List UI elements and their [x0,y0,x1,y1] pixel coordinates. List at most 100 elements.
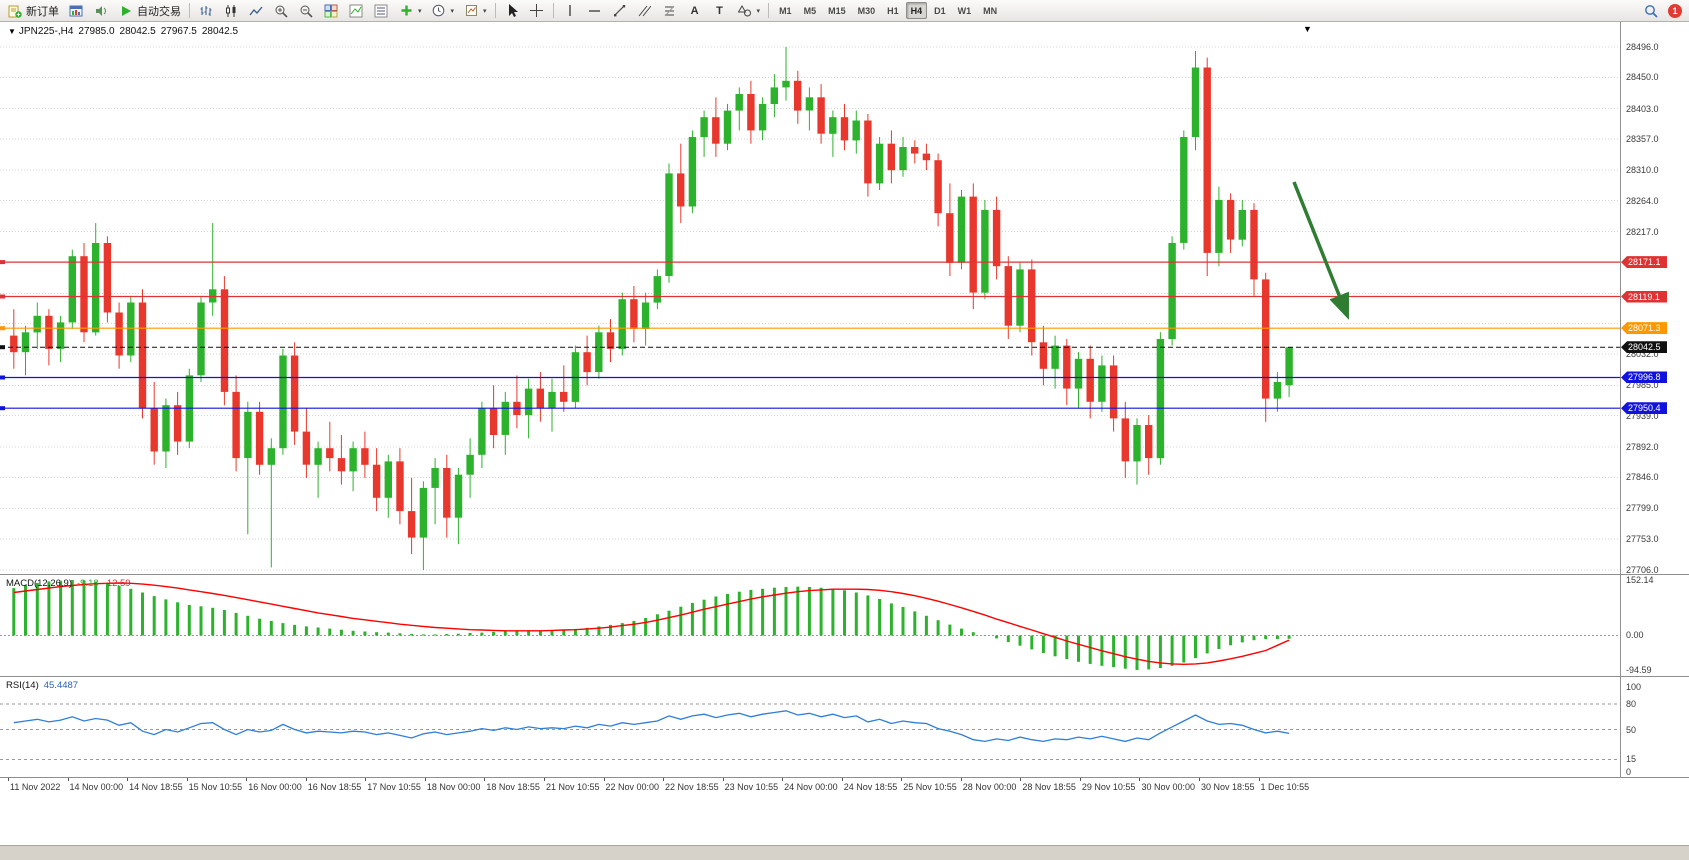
search-button[interactable] [1639,1,1663,21]
crosshair-button[interactable] [525,1,549,21]
rsi-label: RSI(14) 45.4487 [6,680,83,691]
toolbar-separator [494,3,496,18]
candle-body [794,80,802,111]
trendline-button[interactable] [608,1,632,21]
time-axis-line [0,777,1689,778]
charts-icon [68,3,84,18]
macd-panel[interactable] [0,575,1620,676]
candle-body [1145,425,1153,459]
candle-body [630,299,638,329]
rsi-axis-label: 80 [1626,699,1637,709]
candle-body [1273,382,1282,399]
timeframe-h4[interactable]: H4 [905,2,928,19]
candle-body [887,143,895,171]
candle-body [419,487,428,538]
price-level-badge: 27996.8 [1621,371,1667,384]
timeframe-mn[interactable]: MN [978,2,1002,19]
chart-menu-arrow[interactable]: ▼ [1303,24,1312,34]
sound-alert-button[interactable] [89,1,113,21]
candle-body [1133,425,1141,462]
panel-separator[interactable] [0,676,1689,677]
timeframe-m1[interactable]: M1 [774,2,797,19]
cursor-button[interactable] [500,1,524,21]
price-tick-label: 28264.0 [1626,195,1659,206]
rsi-panel[interactable] [0,677,1620,777]
time-tick [246,778,248,781]
price-tick-label: 28217.0 [1626,226,1659,237]
candle-body [1039,342,1048,369]
candle-body [712,117,720,144]
candle-body [560,391,568,402]
notification-badge[interactable]: 1 [1668,3,1682,18]
time-tick [663,778,665,781]
candle-body [911,147,919,154]
horizontal-line-button[interactable] [583,1,607,21]
data-window-button[interactable] [369,1,393,21]
candle-body [267,448,275,465]
text-label-button[interactable]: T [708,1,732,21]
candle-body [302,431,311,465]
candle-body [1168,243,1176,339]
shapes-icon [737,3,753,18]
price-tick-label: 28032.0 [1626,349,1659,360]
time-tick [1020,778,1022,781]
price-tick-label: 27706.0 [1626,565,1659,575]
candle-body [443,468,451,518]
candle-body [700,117,708,138]
horizontal-scrollbar[interactable] [0,845,1689,860]
time-tick [484,778,486,781]
text-button[interactable]: A [683,1,707,21]
vertical-line-button[interactable] [558,1,582,21]
candlestick-icon [223,3,239,18]
macd-signal-value: -12.59 [103,578,131,589]
chart-expand-icon[interactable]: ▼ [8,27,16,36]
indicator-list-button[interactable] [344,1,368,21]
zoom-in-button[interactable] [269,1,293,21]
line-chart-button[interactable] [244,1,268,21]
autotrading-button[interactable]: 自动交易 [114,1,185,21]
time-label: 21 Nov 10:55 [545,782,600,792]
zoom-out-button[interactable] [294,1,318,21]
candle-body [618,299,626,349]
timeframe-m5[interactable]: M5 [799,2,822,19]
line-anchor-icon [0,345,5,350]
timeframe-m15[interactable]: M15 [823,2,851,19]
ohlc-close: 28042.5 [201,26,239,37]
candle-body [1203,67,1211,253]
line-anchor-icon [0,326,5,331]
bar-chart-button[interactable] [194,1,218,21]
shapes-button[interactable]: ▾ [733,1,765,21]
timeframe-h1[interactable]: H1 [882,2,904,19]
candle-body [899,147,907,171]
fibonacci-button[interactable] [658,1,682,21]
timeframe-w1[interactable]: W1 [953,2,977,19]
tile-windows-button[interactable] [319,1,343,21]
candle-body [641,302,650,329]
speaker-icon [93,3,109,18]
equidistant-channel-button[interactable] [633,1,657,21]
add-indicator-button[interactable]: ▾ [394,1,426,21]
candle-body [173,405,182,442]
templates-button[interactable]: ▾ [459,1,491,21]
time-tick [841,778,843,781]
candle-body [372,464,381,498]
charts-button[interactable] [64,1,88,21]
price-level-badge: 28119.1 [1621,290,1667,303]
timeframe-m30[interactable]: M30 [853,2,881,19]
rsi-line [13,710,1290,743]
time-label: 14 Nov 00:00 [69,782,124,792]
new-order-button[interactable]: 新订单 [3,1,63,21]
candle-body [735,94,743,111]
candle-body [782,80,790,88]
price-tick-label: 28403.0 [1626,103,1659,114]
template-icon [463,3,479,18]
candle-body [45,315,53,349]
price-chart[interactable] [0,22,1620,574]
down-trend-arrow[interactable] [1292,181,1349,320]
timeframe-d1[interactable]: D1 [929,2,951,19]
periods-button[interactable]: ▾ [427,1,459,21]
price-level-badge: 28171.1 [1621,256,1667,269]
panel-separator[interactable] [0,574,1689,575]
cursor-icon [504,3,520,18]
candlestick-chart-button[interactable] [219,1,243,21]
